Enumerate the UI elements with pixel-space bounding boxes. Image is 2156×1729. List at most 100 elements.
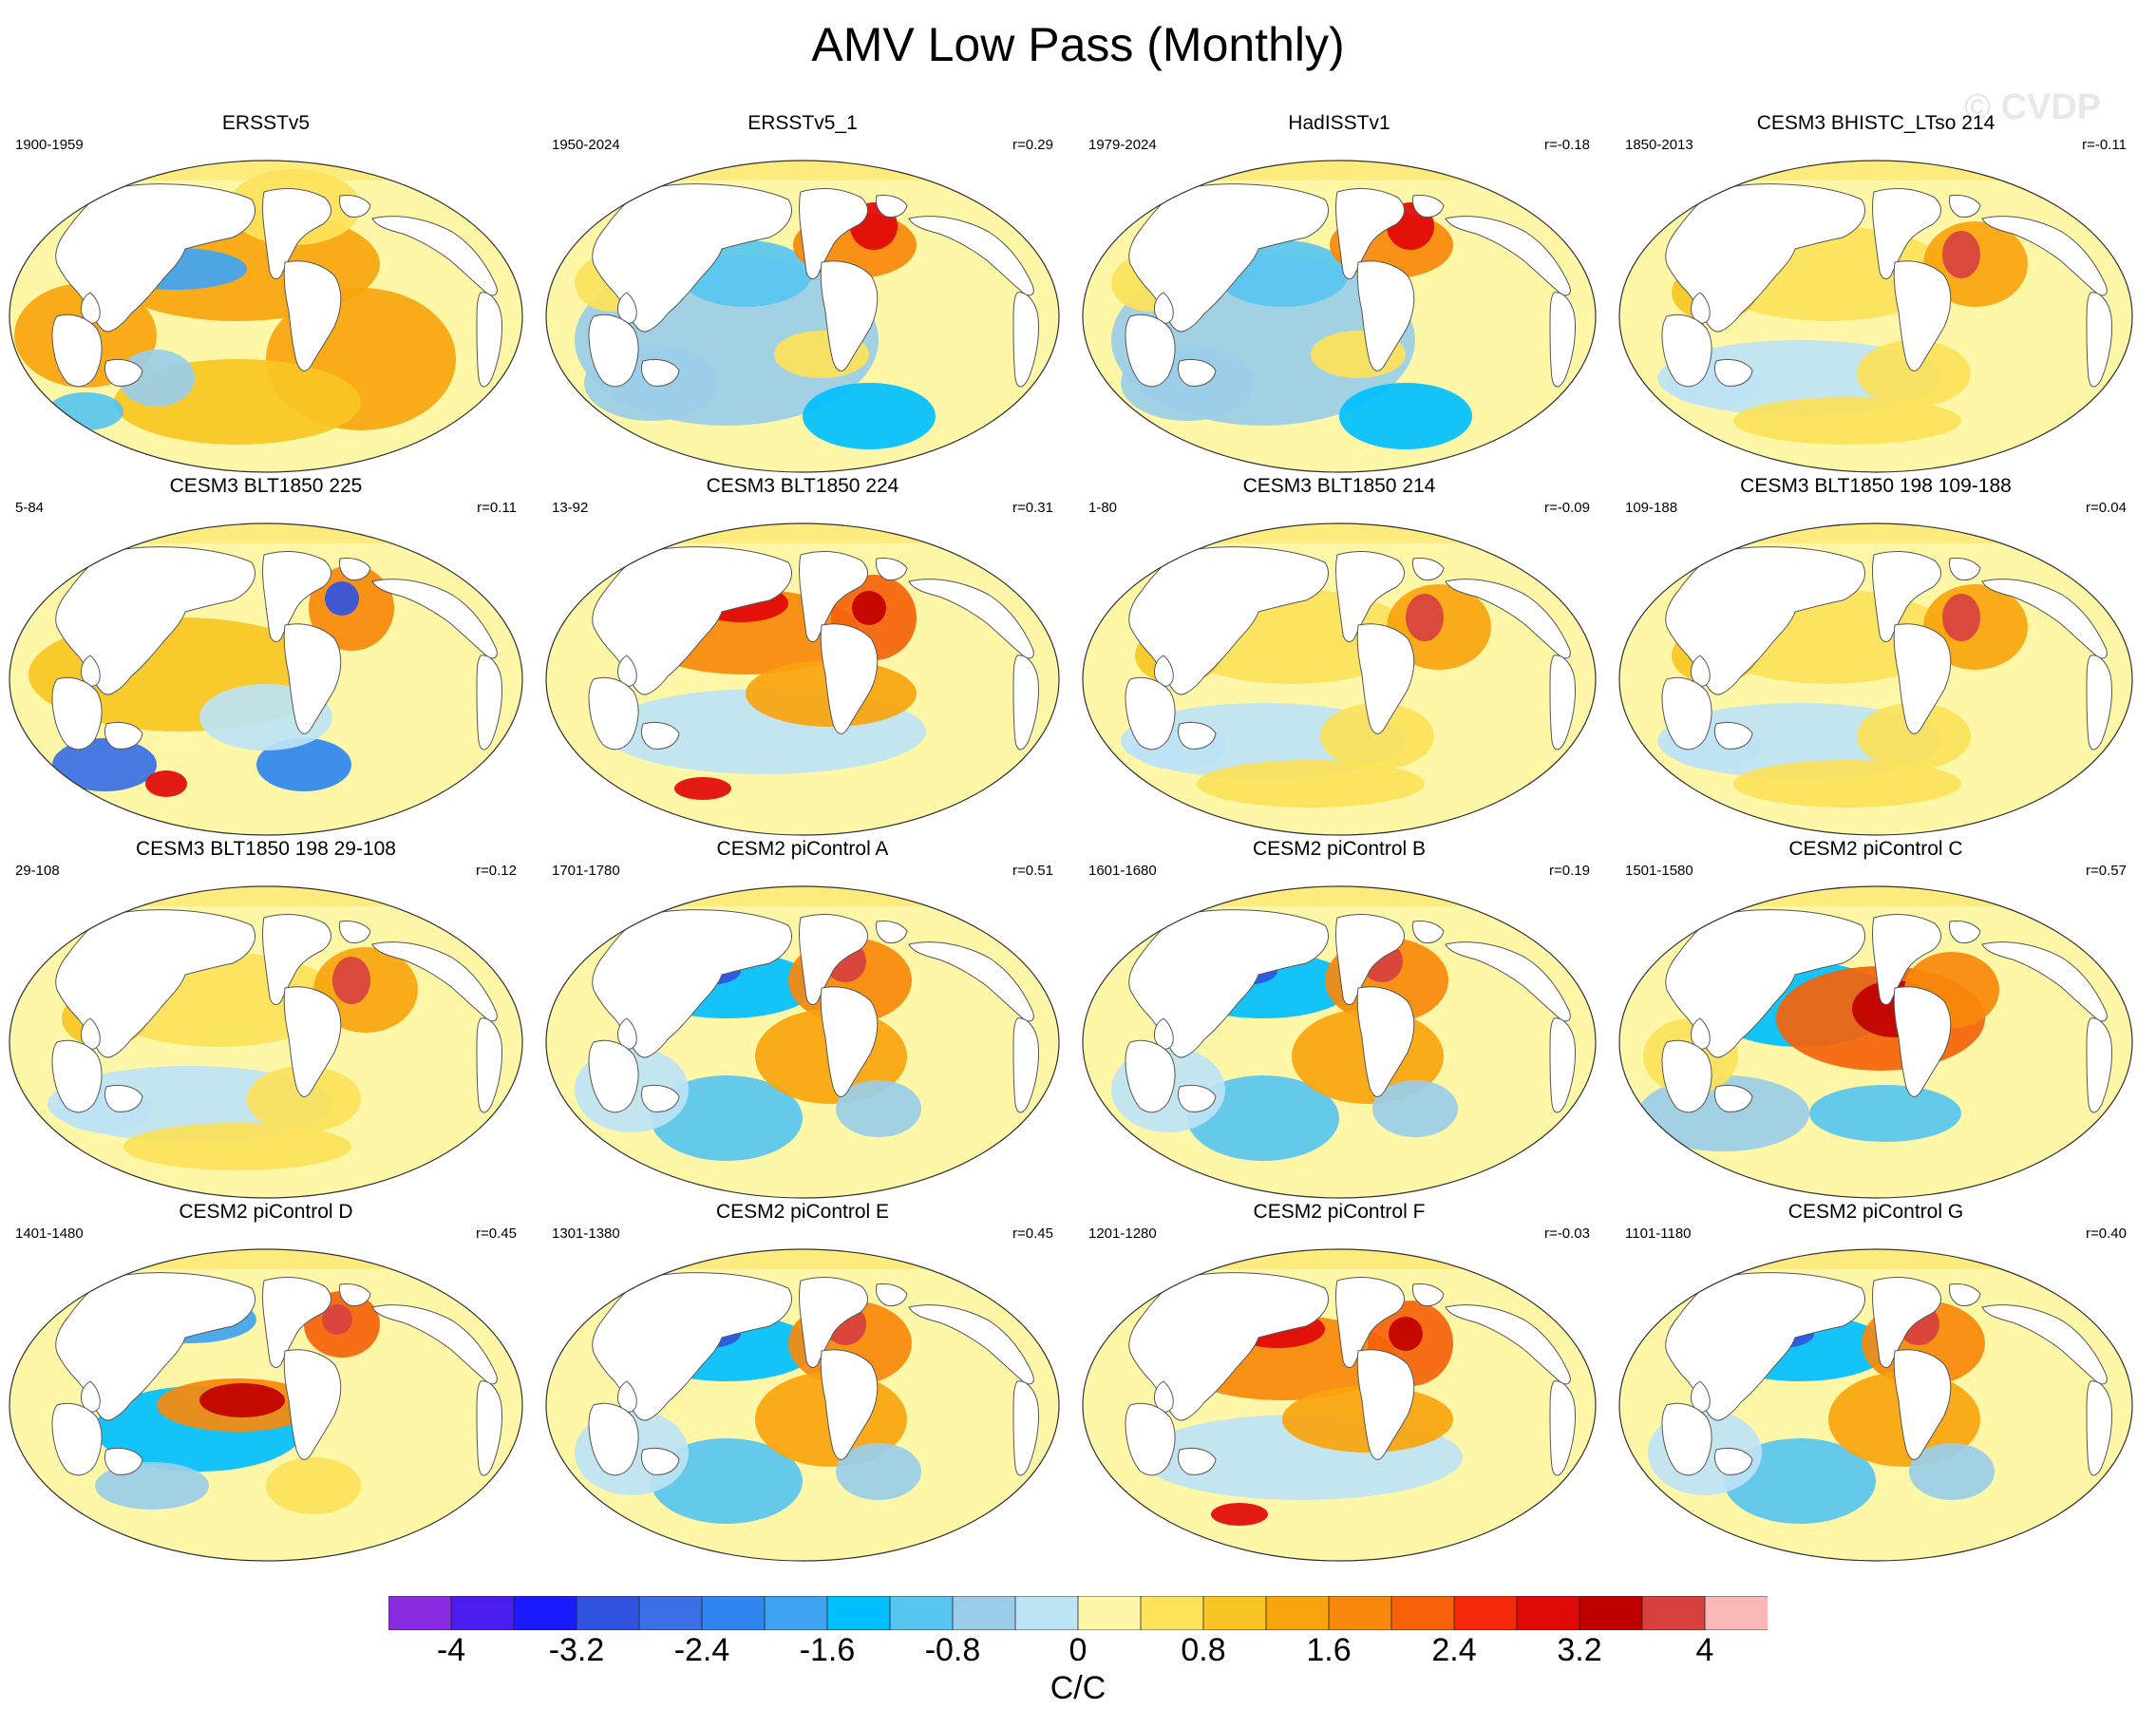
- map-panel: CESM2 piControl E 1301-1380 r=0.45: [537, 1201, 1069, 1571]
- panel-years: 1201-1280: [1088, 1226, 1157, 1242]
- colorbar-swatch: [1265, 1596, 1330, 1630]
- panel-title: CESM2 piControl E: [715, 1201, 890, 1223]
- colorbar-tick-label: 0: [1069, 1632, 1087, 1668]
- map-panel: CESM2 piControl A 1701-1780 r=0.51: [537, 838, 1069, 1208]
- panel-title: CESM3 BLT1850 198 109-188: [1740, 475, 2012, 497]
- panel-title: CESM2 piControl A: [716, 838, 889, 860]
- colorbar-tick-label: 4: [1695, 1632, 1714, 1668]
- map-panel: CESM3 BLT1850 214 1-80 r=-0.09: [1073, 475, 1605, 846]
- panel-title: ERSSTv5: [221, 112, 311, 134]
- colorbar-tick-label: 3.2: [1557, 1632, 1602, 1668]
- panel-title: ERSSTv5_1: [747, 112, 858, 134]
- colorbar-swatch: [1579, 1596, 1643, 1630]
- panel-title: CESM2 piControl F: [1253, 1201, 1426, 1223]
- map-panel: CESM3 BHISTC_LTso 214 1850-2013 r=-0.11: [1610, 112, 2142, 483]
- page-title: AMV Low Pass (Monthly): [811, 18, 1345, 71]
- panel-correlation: r=-0.09: [1544, 500, 1590, 516]
- world-map: [1082, 885, 1597, 1199]
- colorbar-units: C/C: [1050, 1670, 1106, 1706]
- map-panel: CESM2 piControl B 1601-1680 r=0.19: [1073, 838, 1605, 1208]
- panel-correlation: r=0.45: [1012, 1226, 1053, 1242]
- panel-title: CESM3 BLT1850 198 29-108: [136, 838, 396, 860]
- world-map: [1082, 522, 1597, 836]
- panel-correlation: r=-0.03: [1544, 1226, 1590, 1242]
- colorbar-swatch: [576, 1596, 640, 1630]
- panel-years: 1-80: [1088, 500, 1118, 516]
- panel-title: CESM2 piControl C: [1788, 838, 1963, 860]
- colorbar-swatch: [764, 1596, 828, 1630]
- world-map: [9, 1248, 523, 1562]
- map-panel: CESM3 BLT1850 224 13-92 r=0.31: [537, 475, 1069, 846]
- panel-title: CESM2 piControl D: [179, 1201, 353, 1223]
- panel-years: 1301-1380: [552, 1226, 620, 1242]
- panel-correlation: r=0.57: [2086, 863, 2127, 879]
- panel-years: 1501-1580: [1625, 863, 1693, 879]
- world-map: [9, 885, 523, 1199]
- panel-correlation: r=0.29: [1012, 137, 1053, 153]
- colorbar-swatch: [701, 1596, 766, 1630]
- map-panel: CESM2 piControl G 1101-1180 r=0.40: [1610, 1201, 2142, 1571]
- watermark: © CVDP: [1964, 87, 2102, 127]
- panel-years: 1701-1780: [552, 863, 620, 879]
- colorbar-swatch: [513, 1596, 577, 1630]
- colorbar-swatch: [1328, 1596, 1392, 1630]
- map-panel: CESM2 piControl C 1501-1580 r=0.57: [1610, 838, 2142, 1208]
- colorbar-swatch: [952, 1596, 1016, 1630]
- colorbar-swatch: [1202, 1596, 1267, 1630]
- world-map: [545, 885, 1060, 1199]
- world-map: [9, 522, 523, 836]
- world-map: [1618, 1248, 2133, 1562]
- colorbar-tick-label: -4: [436, 1632, 466, 1668]
- panel-title: CESM3 BLT1850 224: [706, 475, 899, 497]
- panel-title: CESM2 piControl B: [1252, 838, 1427, 860]
- world-map: [1618, 160, 2133, 473]
- colorbar-swatch: [1077, 1596, 1142, 1630]
- panel-years: 29-108: [15, 863, 60, 879]
- map-panel: ERSSTv5_1 1950-2024 r=0.29: [537, 112, 1069, 483]
- colorbar-swatch: [889, 1596, 954, 1630]
- map-panel: HadISSTv1 1979-2024 r=-0.18: [1073, 112, 1605, 483]
- panel-correlation: r=0.40: [2086, 1226, 2127, 1242]
- panel-correlation: r=0.19: [1549, 863, 1590, 879]
- colorbar-swatch: [450, 1596, 515, 1630]
- panel-correlation: r=0.04: [2086, 500, 2127, 516]
- world-map: [1618, 885, 2133, 1199]
- colorbar-swatch: [826, 1596, 891, 1630]
- panel-years: 1979-2024: [1088, 137, 1157, 153]
- colorbar-swatch: [1704, 1596, 1768, 1630]
- panel-correlation: r=-0.11: [2082, 137, 2127, 153]
- panel-years: 1401-1480: [15, 1226, 84, 1242]
- colorbar-swatch: [1516, 1596, 1580, 1630]
- colorbar-tick-label: -3.2: [548, 1632, 605, 1668]
- panel-years: 1900-1959: [15, 137, 84, 153]
- panel-title: CESM3 BHISTC_LTso 214: [1756, 112, 1995, 134]
- colorbar-tick-label: 1.6: [1306, 1632, 1352, 1668]
- colorbar-swatch: [638, 1596, 703, 1630]
- colorbar-swatch: [388, 1596, 452, 1630]
- colorbar-tick-label: 0.8: [1181, 1632, 1226, 1668]
- colorbar-swatch: [1390, 1596, 1455, 1630]
- world-map: [1618, 522, 2133, 836]
- colorbar-tick-label: -1.6: [799, 1632, 856, 1668]
- map-panel: CESM2 piControl D 1401-1480 r=0.45: [0, 1201, 532, 1571]
- map-panel: CESM3 BLT1850 225 5-84 r=0.11: [0, 475, 532, 846]
- panel-correlation: r=0.45: [476, 1226, 517, 1242]
- world-map: [545, 1248, 1060, 1562]
- panel-title: CESM2 piControl G: [1787, 1201, 1964, 1223]
- panel-correlation: r=0.12: [476, 863, 517, 879]
- world-map: [545, 522, 1060, 836]
- panel-years: 5-84: [15, 500, 45, 516]
- colorbar: [388, 1596, 1768, 1630]
- world-map: [1082, 1248, 1597, 1562]
- world-map: [1082, 160, 1597, 473]
- world-map: [9, 160, 523, 473]
- panel-years: 1601-1680: [1088, 863, 1157, 879]
- colorbar-swatch: [1014, 1596, 1079, 1630]
- panel-title: CESM3 BLT1850 214: [1242, 475, 1436, 497]
- panel-correlation: r=0.31: [1012, 500, 1053, 516]
- colorbar-tick-label: 2.4: [1431, 1632, 1477, 1668]
- panel-years: 1950-2024: [552, 137, 620, 153]
- map-panel: CESM3 BLT1850 198 109-188 109-188 r=0.04: [1610, 475, 2142, 846]
- panel-years: 109-188: [1625, 500, 1678, 516]
- panel-correlation: r=-0.18: [1544, 137, 1590, 153]
